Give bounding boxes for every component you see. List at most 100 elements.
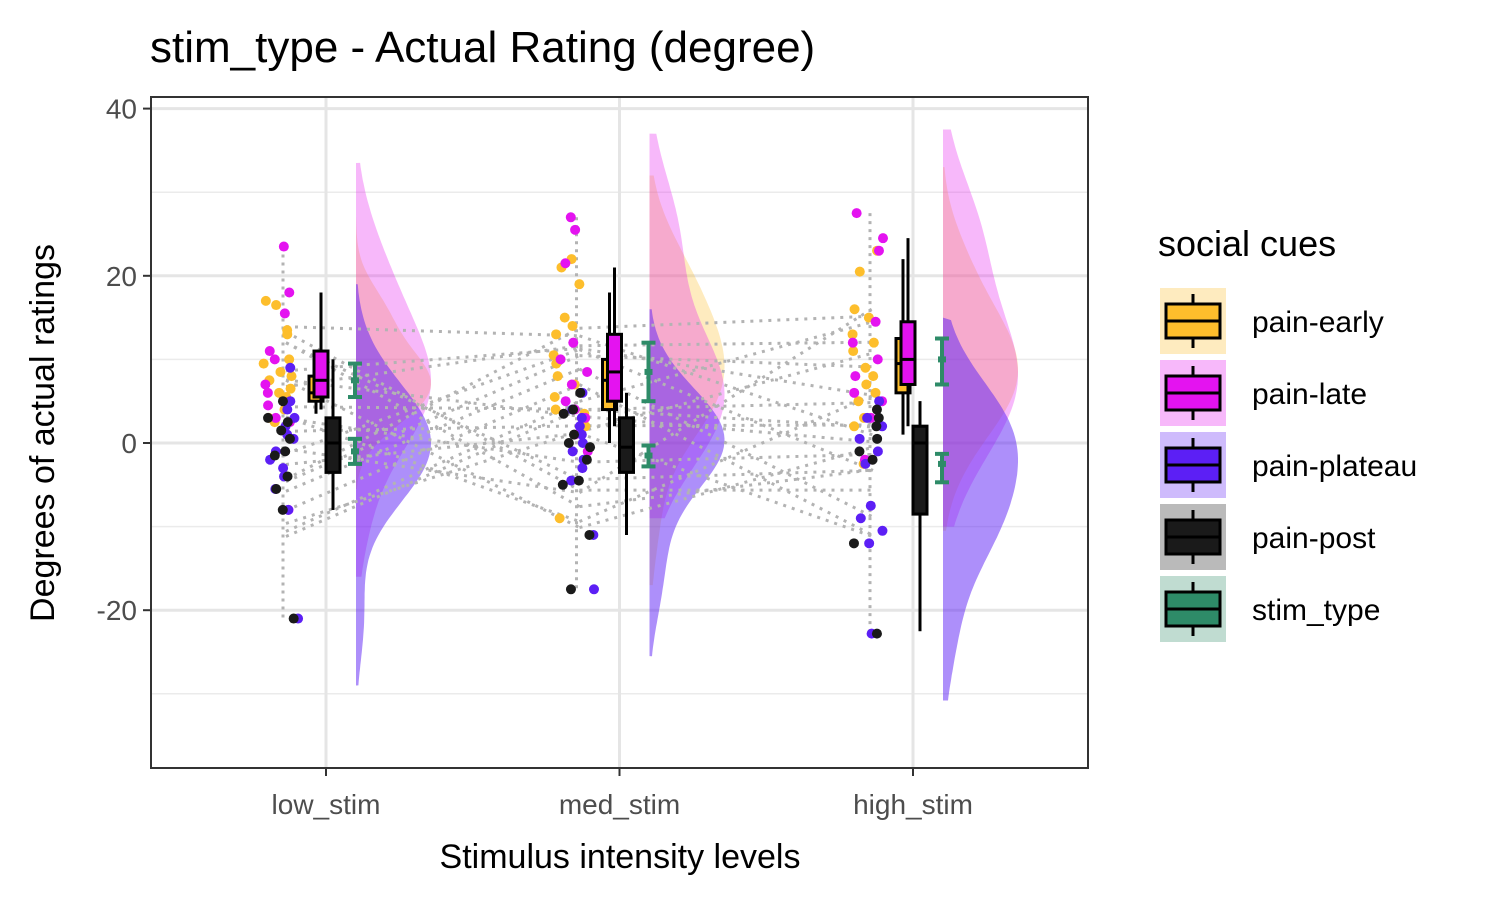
data-point-pain-post (581, 454, 592, 465)
subject-line (578, 383, 874, 537)
subject-line (285, 378, 581, 529)
data-point-pain-post (269, 450, 280, 461)
box-pain-late (312, 349, 330, 399)
subject-line (579, 314, 874, 330)
box-pain-post (911, 424, 929, 516)
legend-title: social cues (1158, 223, 1336, 264)
data-point-pain-late (560, 258, 571, 269)
data-point-pain-post (873, 412, 884, 423)
data-point-pain-plateau (874, 396, 885, 407)
data-point-pain-late (260, 379, 271, 390)
axis-ticks: -20 0 20 40 low_stim med_stim high_stim (97, 94, 973, 820)
subject-line (579, 351, 874, 434)
data-point-pain-early (860, 362, 871, 373)
data-point-pain-early (861, 379, 872, 390)
data-point-pain-late (872, 354, 883, 365)
subject-line (285, 431, 580, 466)
errorbar-mean (644, 368, 653, 375)
legend: social cues pain-early pain-late pain-plat… (1158, 223, 1417, 642)
data-point-pain-post (854, 446, 865, 457)
data-point-pain-early (854, 266, 865, 277)
data-point-pain-post (558, 408, 569, 419)
data-point-pain-early (848, 346, 859, 357)
data-point-pain-post (585, 442, 596, 453)
subject-line (579, 414, 874, 444)
data-point-pain-plateau (574, 421, 585, 432)
x-axis-title: Stimulus intensity levels (440, 838, 801, 876)
data-point-pain-plateau (862, 412, 873, 423)
chart-title: stim_type - Actual Rating (degree) (150, 23, 815, 72)
data-point-pain-post (284, 433, 295, 444)
data-point-pain-plateau (577, 463, 588, 474)
data-point-pain-post (871, 421, 882, 432)
data-point-pain-post (568, 429, 579, 440)
data-point-pain-late (565, 212, 576, 223)
subject-line (578, 306, 874, 494)
violin-pain-plateau (649, 309, 725, 657)
legend-label: pain-plateau (1252, 450, 1417, 483)
x-tick-label: low_stim (272, 789, 381, 820)
data-point-pain-post (282, 417, 293, 428)
data-point-pain-early (567, 320, 578, 331)
data-point-pain-plateau (864, 538, 875, 549)
legend-label: pain-post (1252, 522, 1376, 555)
data-point-pain-late (555, 354, 566, 365)
data-point-pain-early (849, 421, 860, 432)
subject-line (578, 367, 874, 519)
box-pain-late (899, 320, 917, 386)
data-point-pain-early (554, 513, 565, 524)
data-point-pain-early (574, 279, 585, 290)
data-point-pain-early (868, 371, 879, 382)
data-point-pain-post (848, 538, 859, 549)
data-point-pain-post (277, 504, 288, 515)
data-point-pain-early (551, 329, 562, 340)
subject-line (285, 341, 581, 508)
data-point-pain-early (550, 404, 561, 415)
data-point-pain-post (872, 433, 883, 444)
subject-line (285, 415, 581, 523)
data-point-pain-plateau (278, 463, 289, 474)
y-tick-label: 20 (106, 261, 137, 292)
box-pain-late (606, 332, 623, 403)
subject-line (285, 405, 580, 411)
data-point-pain-late (849, 387, 860, 398)
data-point-pain-plateau (576, 412, 587, 423)
data-point-pain-early (284, 354, 295, 365)
data-point-pain-late (847, 337, 858, 348)
data-point-pain-plateau (567, 446, 578, 457)
data-point-pain-post (557, 479, 568, 490)
data-point-pain-post (871, 628, 882, 639)
y-tick-label: 40 (106, 94, 137, 125)
data-point-pain-late (278, 241, 289, 252)
data-point-pain-plateau (285, 362, 296, 373)
data-point-pain-early (549, 392, 560, 403)
data-point-pain-early (847, 329, 858, 340)
data-point-pain-plateau (282, 404, 293, 415)
data-point-pain-plateau (588, 584, 599, 595)
data-point-pain-post (565, 584, 576, 595)
x-tick-label: high_stim (853, 789, 973, 820)
plot-panel (150, 96, 1089, 769)
errorbar-mean (351, 448, 359, 455)
subject-line (579, 334, 874, 437)
data-point-pain-plateau (872, 446, 883, 457)
subject-line (285, 346, 580, 373)
data-point-pain-plateau (865, 500, 876, 511)
data-point-pain-late (269, 354, 280, 365)
data-point-pain-post (867, 454, 878, 465)
subject-line (579, 407, 874, 429)
data-point-pain-late (873, 245, 884, 256)
box-pain-post (618, 416, 635, 474)
subject-line (579, 340, 874, 348)
data-point-pain-early (275, 366, 286, 377)
errorbar-mean (644, 452, 653, 459)
data-point-pain-early (849, 304, 860, 315)
data-point-pain-post (263, 412, 274, 423)
box-pain-post (324, 416, 342, 474)
data-point-pain-post (584, 529, 595, 540)
data-point-pain-late (850, 371, 861, 382)
data-point-pain-late (870, 316, 881, 327)
subject-line (579, 320, 874, 403)
data-point-pain-late (878, 233, 889, 244)
